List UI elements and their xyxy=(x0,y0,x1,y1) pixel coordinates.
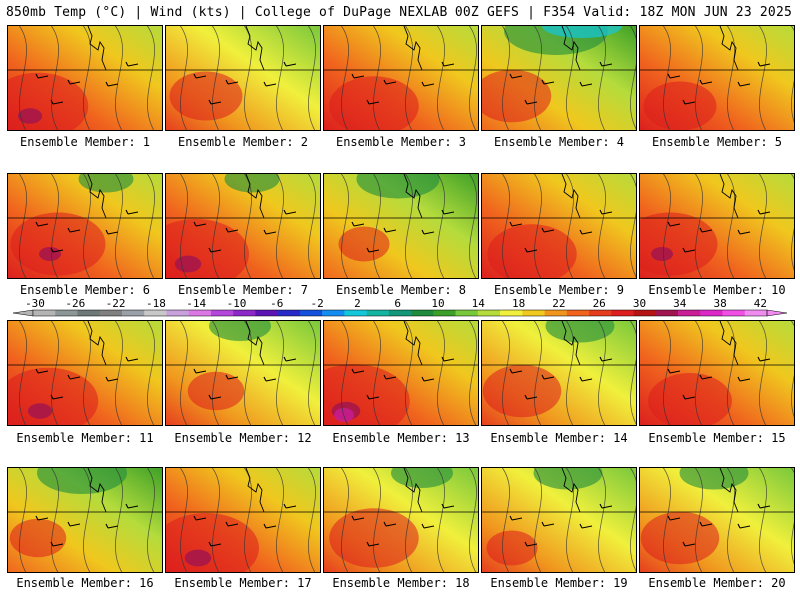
colorbar-tick-label: 38 xyxy=(713,297,726,310)
ensemble-member-label: Ensemble Member: 9 xyxy=(493,283,625,297)
colorbar-swatch xyxy=(77,310,101,316)
colorbar-arrow-left xyxy=(12,309,34,317)
run-valid-time: 00Z GEFS | F354 Valid: 18Z MON JUN 23 20… xyxy=(454,5,792,20)
ensemble-member-label: Ensemble Member: 12 xyxy=(174,431,312,445)
temperature-colorbar: -30 -26 -22 -18 -14 -10 -6 -2 2 6 10 14 18 22 26 30 34 38… xyxy=(12,297,788,317)
ensemble-map-panel xyxy=(165,320,321,426)
ensemble-map-panel xyxy=(639,320,795,426)
colorbar-tick-label: 34 xyxy=(673,297,687,310)
colorbar-swatch xyxy=(166,310,189,316)
ensemble-map-panel xyxy=(481,320,637,426)
colorbar-tick-label: -22 xyxy=(106,297,126,310)
chart-title: 850mb Temp (°C) | Wind (kts) | College o… xyxy=(6,5,448,20)
colorbar-swatch xyxy=(322,310,345,316)
ensemble-member-label: Ensemble Member: 16 xyxy=(16,576,154,590)
ensemble-map-panel xyxy=(7,320,163,426)
colorbar-swatch xyxy=(433,310,456,316)
colorbar-swatch xyxy=(566,310,590,316)
colorbar-swatch xyxy=(366,310,390,316)
colorbar-swatch xyxy=(589,310,612,316)
ensemble-member-label: Ensemble Member: 4 xyxy=(493,135,625,149)
ensemble-map-panel xyxy=(323,320,479,426)
ensemble-map-panel xyxy=(323,173,479,279)
colorbar-swatch xyxy=(299,310,323,316)
ensemble-map-panel xyxy=(7,467,163,573)
colorbar-swatch xyxy=(522,310,545,316)
ensemble-map-panel xyxy=(481,467,637,573)
colorbar-tick-label: -2 xyxy=(310,297,323,310)
ensemble-member-label: Ensemble Member: 15 xyxy=(648,431,786,445)
colorbar-swatch xyxy=(544,310,568,316)
colorbar-tick-label: 42 xyxy=(754,297,767,310)
ensemble-member-label: Ensemble Member: 1 xyxy=(19,135,151,149)
ensemble-map-panel xyxy=(323,467,479,573)
colorbar-tick-label: 22 xyxy=(552,297,565,310)
colorbar-swatch xyxy=(99,310,123,316)
colorbar-swatch xyxy=(633,310,657,316)
colorbar-swatch xyxy=(722,310,746,316)
colorbar-tick-label: 2 xyxy=(354,297,361,310)
colorbar-swatch xyxy=(455,310,479,316)
ensemble-map-panel xyxy=(639,467,795,573)
colorbar-tick-label: -6 xyxy=(270,297,283,310)
ensemble-map-panel xyxy=(165,25,321,131)
ensemble-member-label: Ensemble Member: 7 xyxy=(177,283,309,297)
ensemble-member-label: Ensemble Member: 13 xyxy=(332,431,470,445)
colorbar-swatch xyxy=(500,310,523,316)
colorbar-swatch xyxy=(188,310,212,316)
ensemble-map-panel xyxy=(165,173,321,279)
colorbar-tick-label: 6 xyxy=(394,297,401,310)
colorbar-tick-label: 26 xyxy=(593,297,606,310)
ensemble-member-label: Ensemble Member: 10 xyxy=(648,283,786,297)
colorbar-swatch xyxy=(121,310,145,316)
colorbar-swatch xyxy=(344,310,367,316)
colorbar-swatch xyxy=(210,310,234,316)
ensemble-map-panel xyxy=(323,25,479,131)
ensemble-member-label: Ensemble Member: 20 xyxy=(648,576,786,590)
colorbar-tick-label: -14 xyxy=(186,297,206,310)
ensemble-map-panel xyxy=(481,173,637,279)
colorbar-swatch xyxy=(277,310,301,316)
ensemble-map-panel xyxy=(639,25,795,131)
colorbar-swatch xyxy=(611,310,634,316)
colorbar-tick-label: 30 xyxy=(633,297,646,310)
colorbar-swatch xyxy=(233,310,256,316)
colorbar-swatch xyxy=(700,310,723,316)
colorbar-swatch xyxy=(255,310,278,316)
colorbar-tick-label: -30 xyxy=(25,297,45,310)
colorbar-swatch xyxy=(411,310,434,316)
ensemble-member-label: Ensemble Member: 11 xyxy=(16,431,154,445)
ensemble-member-label: Ensemble Member: 17 xyxy=(174,576,312,590)
ensemble-member-label: Ensemble Member: 6 xyxy=(19,283,151,297)
colorbar-swatch xyxy=(655,310,679,316)
colorbar-swatch xyxy=(33,310,56,316)
colorbar-arrow-right xyxy=(766,309,788,317)
ensemble-map-panel xyxy=(639,173,795,279)
ensemble-map-panel xyxy=(7,25,163,131)
ensemble-map-panel xyxy=(7,173,163,279)
colorbar-swatch xyxy=(744,310,768,316)
colorbar-tick-label: 10 xyxy=(431,297,444,310)
colorbar-tick-label: 18 xyxy=(512,297,525,310)
colorbar-tick-label: -18 xyxy=(146,297,166,310)
colorbar-swatch xyxy=(678,310,701,316)
colorbar-swatch xyxy=(388,310,412,316)
ensemble-member-label: Ensemble Member: 3 xyxy=(335,135,467,149)
colorbar-swatch xyxy=(144,310,167,316)
ensemble-map-panel xyxy=(481,25,637,131)
ensemble-member-label: Ensemble Member: 5 xyxy=(651,135,783,149)
colorbar-swatch xyxy=(55,310,78,316)
colorbar-tick-label: 14 xyxy=(472,297,486,310)
ensemble-member-label: Ensemble Member: 19 xyxy=(490,576,628,590)
colorbar-swatch xyxy=(477,310,501,316)
ensemble-member-label: Ensemble Member: 18 xyxy=(332,576,470,590)
colorbar-tick-label: -10 xyxy=(227,297,247,310)
ensemble-member-label: Ensemble Member: 2 xyxy=(177,135,309,149)
ensemble-member-label: Ensemble Member: 14 xyxy=(490,431,628,445)
ensemble-member-label: Ensemble Member: 8 xyxy=(335,283,467,297)
ensemble-map-panel xyxy=(165,467,321,573)
colorbar-tick-label: -26 xyxy=(65,297,85,310)
